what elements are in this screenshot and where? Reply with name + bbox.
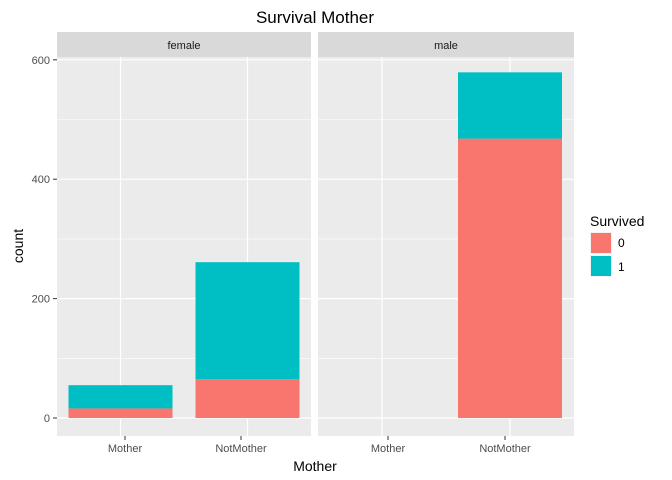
strip-label-male: male (434, 40, 458, 52)
legend-label-0: 0 (618, 236, 625, 250)
legend-label-1: 1 (618, 260, 625, 274)
facet-female: female (57, 32, 311, 436)
x-tick-male-notmother: NotMother (479, 436, 531, 455)
bar-female-mother-survived-1 (68, 385, 173, 409)
legend-item-1: 1 (590, 255, 625, 277)
y-tick-label: 400 (32, 174, 50, 186)
bars-female (68, 262, 300, 418)
legend-swatch-0 (591, 233, 611, 253)
y-tick-0: 0 (44, 413, 57, 425)
legend-title: Survived (590, 213, 644, 229)
x-tick-female-notmother: NotMother (215, 436, 267, 455)
facet-male: male (318, 32, 574, 436)
strip-label-female: female (167, 40, 200, 52)
y-tick-label: 0 (44, 413, 50, 425)
legend-swatch-1 (591, 256, 611, 276)
legend: Survived 0 1 (590, 213, 644, 277)
y-tick-200: 200 (32, 294, 57, 306)
strip-male (318, 32, 574, 57)
legend-item-0: 0 (590, 232, 625, 254)
x-tick-label: Mother (108, 443, 143, 455)
y-tick-label: 600 (32, 55, 50, 67)
y-tick-label: 200 (32, 294, 50, 306)
bar-female-notmother-survived-1 (195, 262, 300, 380)
y-tick-600: 600 (32, 55, 57, 67)
x-tick-label: Mother (371, 443, 406, 455)
bar-male-notmother-survived-1 (458, 72, 562, 139)
bar-male-notmother-survived-0 (458, 138, 562, 418)
x-axis-title: Mother (293, 458, 337, 474)
strip-female (57, 32, 311, 57)
bars-male (458, 72, 562, 418)
bar-female-mother-survived-0 (68, 408, 173, 418)
y-axis: 0 200 400 600 (32, 55, 57, 425)
y-axis-title: count (10, 229, 26, 263)
bar-female-notmother-survived-0 (195, 379, 300, 418)
x-tick-female-mother: Mother (108, 436, 143, 455)
x-tick-label: NotMother (479, 443, 531, 455)
chart-title: Survival Mother (256, 8, 374, 27)
x-tick-label: NotMother (215, 443, 267, 455)
x-axis: Mother NotMother Mother NotMother (108, 436, 531, 455)
y-tick-400: 400 (32, 174, 57, 186)
x-tick-male-mother: Mother (371, 436, 406, 455)
